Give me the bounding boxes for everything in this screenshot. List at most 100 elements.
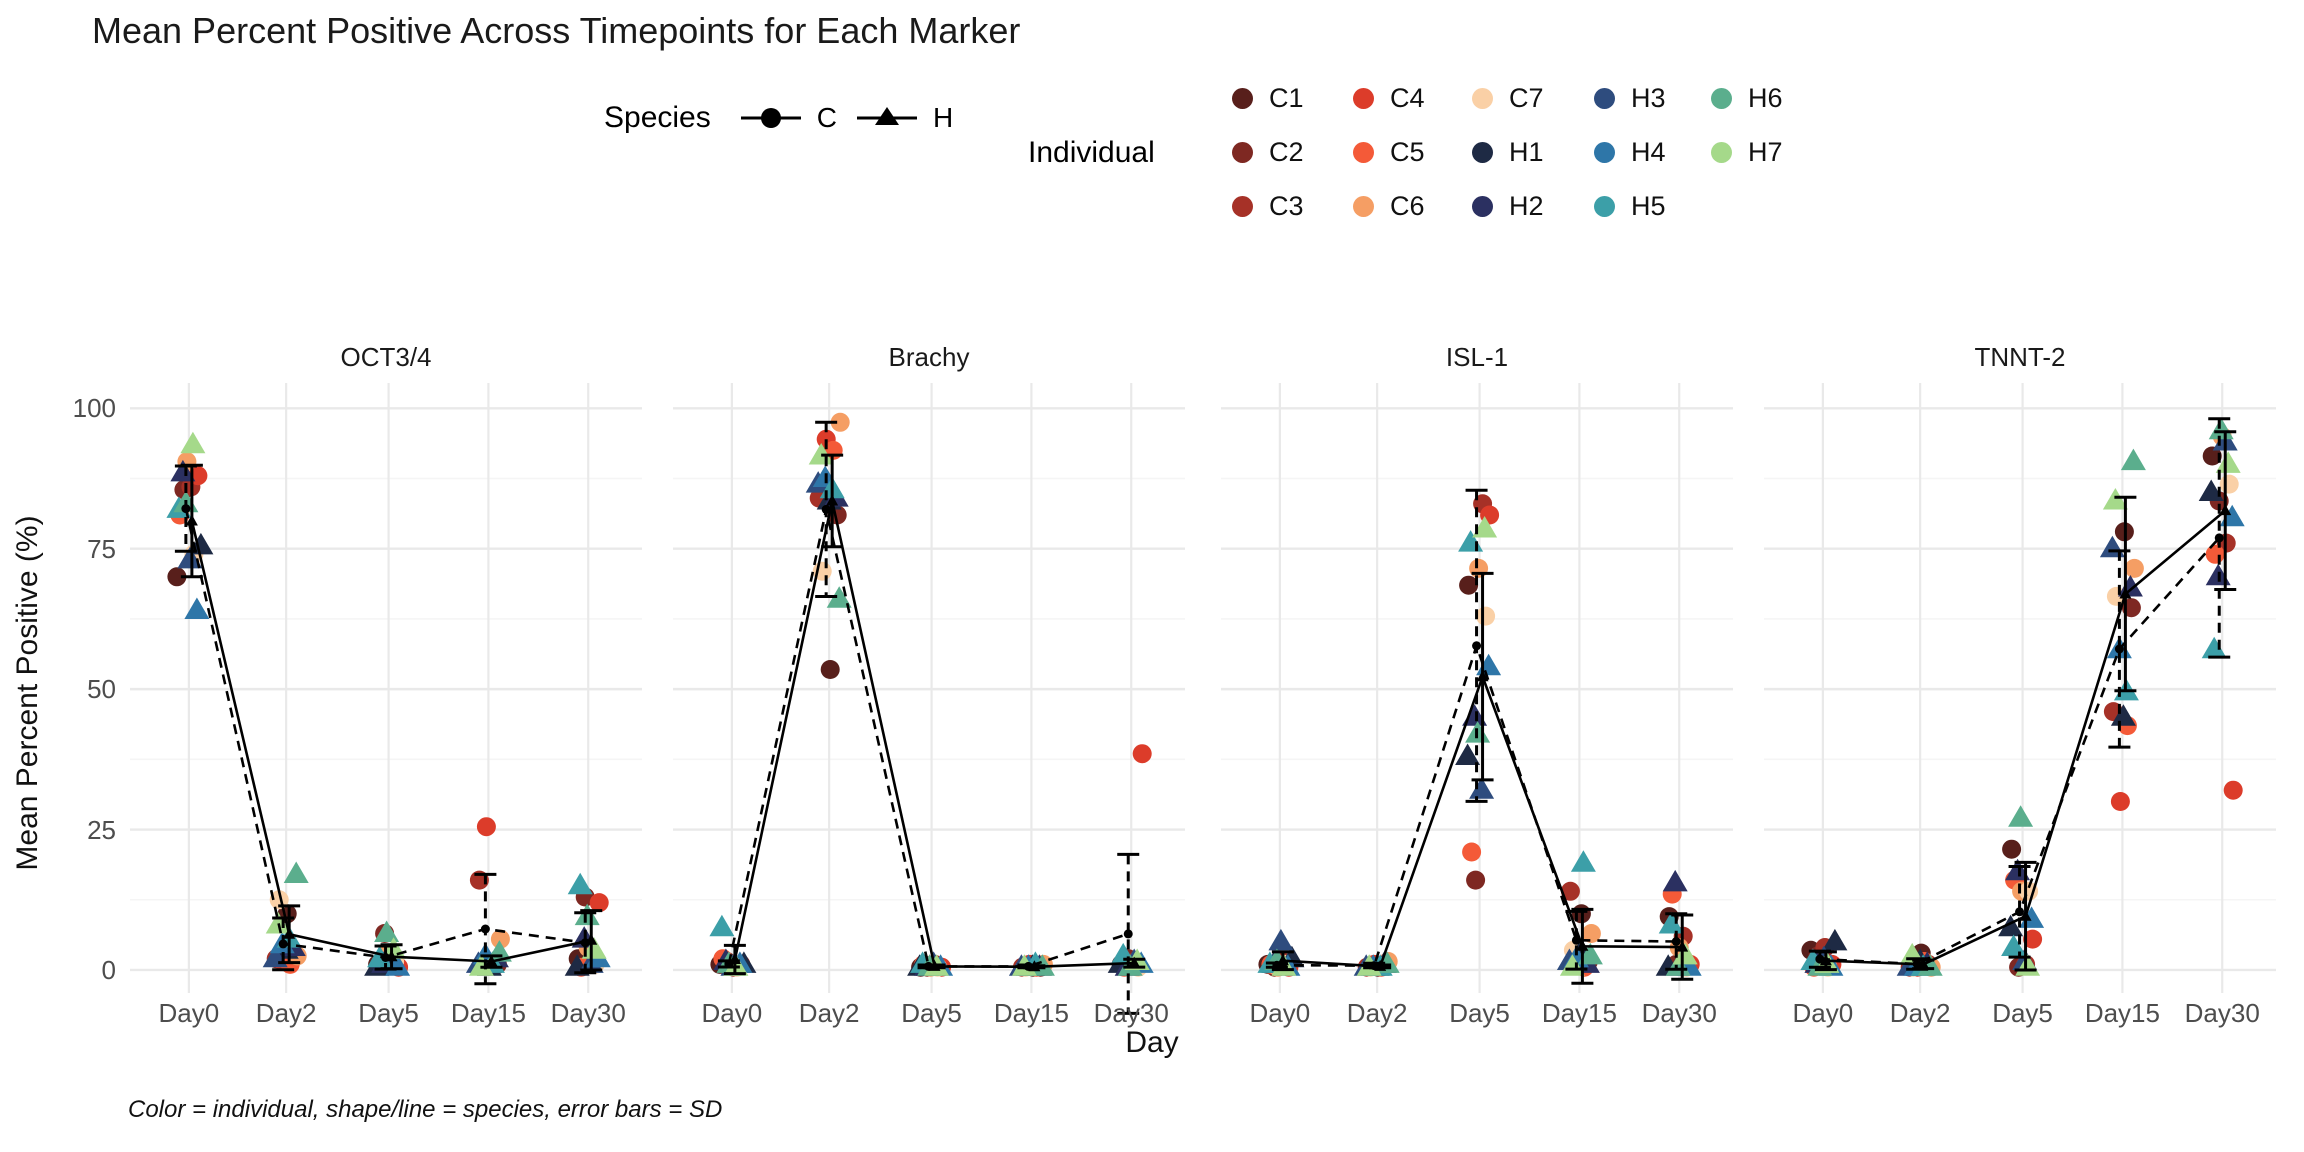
facet-panel-OCT3/4 — [130, 383, 642, 993]
legend-swatch-C6 — [1353, 195, 1374, 217]
point-ISL-1-C6-Day5 — [1469, 558, 1489, 578]
x-tick-Brachy-Day0: Day0 — [701, 998, 763, 1028]
mean-point-Brachy-H-Day5 — [928, 959, 941, 971]
legend-swatch-C1 — [1232, 87, 1253, 109]
facet-strip-ISL-1: ISL-1 — [1445, 342, 1509, 372]
point-TNNT-2-H6-Day5 — [2008, 805, 2034, 827]
point-TNNT-2-H1-Day0 — [1822, 928, 1848, 951]
point-TNNT-2-C1-Day5 — [2002, 839, 2022, 859]
point-TNNT-2-C4-Day30 — [2223, 780, 2243, 800]
mean-point-ISL-1-H-Day15 — [1576, 939, 1589, 951]
mean-point-OCT3/4-C-Day2 — [278, 939, 288, 949]
mean-point-OCT3/4-H-Day5 — [385, 950, 398, 962]
mean-point-Brachy-C-Day2 — [821, 504, 831, 514]
point-OCT3/4-H6-Day5 — [374, 920, 400, 942]
point-TNNT-2-C5-Day30 — [2205, 544, 2225, 564]
point-Brachy-C1-Day2 — [820, 660, 840, 679]
x-tick-Brachy-Day30: Day30 — [1093, 998, 1169, 1028]
legend-item-C2: C2 — [1232, 134, 1304, 170]
point-ISL-1-H2-Day30 — [1662, 869, 1688, 892]
legend-item-H6: H6 — [1711, 80, 1783, 116]
legend-label-H7: H7 — [1748, 136, 1783, 167]
x-tick-TNNT-2-Day15: Day15 — [2084, 998, 2160, 1028]
point-ISL-1-C7-Day5 — [1476, 606, 1496, 626]
legend-swatch-C4 — [1353, 87, 1374, 109]
legend-item-H4: H4 — [1594, 134, 1666, 170]
legend-swatch-H4 — [1594, 141, 1615, 163]
point-OCT3/4-H6-Day30 — [574, 903, 600, 926]
facet-panel-Brachy — [673, 383, 1185, 1015]
point-ISL-1-H3-Day0 — [1268, 928, 1294, 951]
legend-label-H5: H5 — [1631, 190, 1666, 221]
mean-line-Brachy-C — [727, 509, 1129, 968]
mean-point-Brachy-H-Day2 — [826, 494, 839, 506]
species-key-H: H — [855, 101, 953, 135]
point-TNNT-2-C4-Day5 — [2023, 929, 2043, 949]
y-tick-0: 0 — [101, 954, 116, 985]
legend-label-H3: H3 — [1631, 82, 1666, 113]
individual-legend-title: Individual — [1028, 136, 1155, 169]
point-ISL-1-C1-Day5 — [1459, 575, 1479, 595]
mean-point-ISL-1-C-Day30 — [1671, 937, 1681, 946]
point-TNNT-2-H7-Day30 — [2215, 451, 2241, 473]
mean-point-ISL-1-H-Day30 — [1676, 940, 1689, 952]
mean-point-TNNT-2-H-Day2 — [1917, 957, 1930, 969]
point-Brachy-C4-Day30 — [1132, 744, 1152, 764]
legend-item-C7: C7 — [1472, 80, 1544, 116]
legend-item-C1: C1 — [1232, 80, 1304, 116]
species-key-C: C — [739, 101, 837, 135]
point-TNNT-2-H5-Day5 — [2001, 934, 2027, 956]
x-axis-title: Day — [1125, 1026, 1179, 1059]
legend-item-H5: H5 — [1594, 188, 1666, 224]
mean-point-TNNT-2-H-Day30 — [2219, 504, 2232, 516]
point-OCT3/4-H3-Day0 — [177, 546, 203, 569]
x-tick-ISL-1-Day2: Day2 — [1346, 998, 1408, 1028]
legend-item-H1: H1 — [1472, 134, 1544, 170]
legend-item-C6: C6 — [1353, 188, 1425, 224]
point-OCT3/4-H2-Day0 — [170, 459, 196, 482]
point-OCT3/4-C1-Day0 — [167, 567, 187, 587]
species-h-label: H — [932, 102, 954, 133]
point-OCT3/4-H6-Day2 — [283, 861, 309, 883]
x-tick-ISL-1-Day30: Day30 — [1641, 998, 1717, 1028]
mean-point-TNNT-2-C-Day30 — [2214, 533, 2224, 543]
x-tick-TNNT-2-Day0: Day0 — [1792, 998, 1854, 1028]
x-tick-TNNT-2-Day5: Day5 — [1992, 998, 2053, 1028]
mean-line-OCT3/4-C — [184, 508, 586, 959]
y-tick-75: 75 — [87, 533, 116, 564]
mean-point-Brachy-C-Day30 — [1123, 929, 1133, 939]
legend-label-H2: H2 — [1509, 190, 1544, 221]
point-OCT3/4-H7-Day0 — [180, 431, 206, 454]
species-c-label: C — [816, 102, 837, 133]
mean-point-OCT3/4-H-Day15 — [485, 955, 498, 966]
legend-swatch-C5 — [1353, 141, 1374, 163]
mean-line-Brachy-H — [733, 500, 1135, 969]
x-tick-TNNT-2-Day30: Day30 — [2184, 998, 2260, 1028]
legend-label-C6: C6 — [1390, 190, 1425, 221]
legend-item-H3: H3 — [1594, 80, 1666, 116]
legend-item-H2: H2 — [1472, 188, 1544, 224]
legend-label-C3: C3 — [1269, 190, 1304, 221]
caption: Color = individual, shape/line = species… — [128, 1096, 723, 1123]
x-tick-Brachy-Day2: Day2 — [798, 998, 860, 1028]
point-OCT3/4-C4-Day30 — [589, 893, 609, 913]
mean-point-ISL-1-H-Day2 — [1374, 959, 1387, 971]
chart-title: Mean Percent Positive Across Timepoints … — [92, 10, 1021, 51]
x-tick-Brachy-Day15: Day15 — [993, 998, 1069, 1028]
mean-point-ISL-1-C-Day5 — [1472, 641, 1482, 651]
legend-swatch-H1 — [1472, 141, 1493, 163]
mean-point-TNNT-2-C-Day5 — [2015, 907, 2025, 917]
point-TNNT-2-H2-Day5 — [2005, 858, 2031, 881]
legend-swatch-H5 — [1594, 195, 1615, 217]
point-OCT3/4-H5-Day30 — [567, 872, 593, 895]
point-TNNT-2-H1-Day5 — [1998, 914, 2024, 937]
point-ISL-1-H6-Day15 — [1577, 942, 1603, 965]
x-tick-TNNT-2-Day2: Day2 — [1889, 998, 1951, 1028]
mean-point-TNNT-2-H-Day5 — [2019, 909, 2032, 921]
x-tick-ISL-1-Day0: Day0 — [1249, 998, 1311, 1028]
point-OCT3/4-C6-Day15 — [490, 929, 510, 949]
legend-label-H4: H4 — [1631, 136, 1666, 167]
facet-strip-Brachy: Brachy — [888, 342, 970, 372]
mean-point-OCT3/4-H-Day0 — [185, 514, 198, 526]
x-tick-OCT3/4-Day30: Day30 — [550, 998, 626, 1028]
